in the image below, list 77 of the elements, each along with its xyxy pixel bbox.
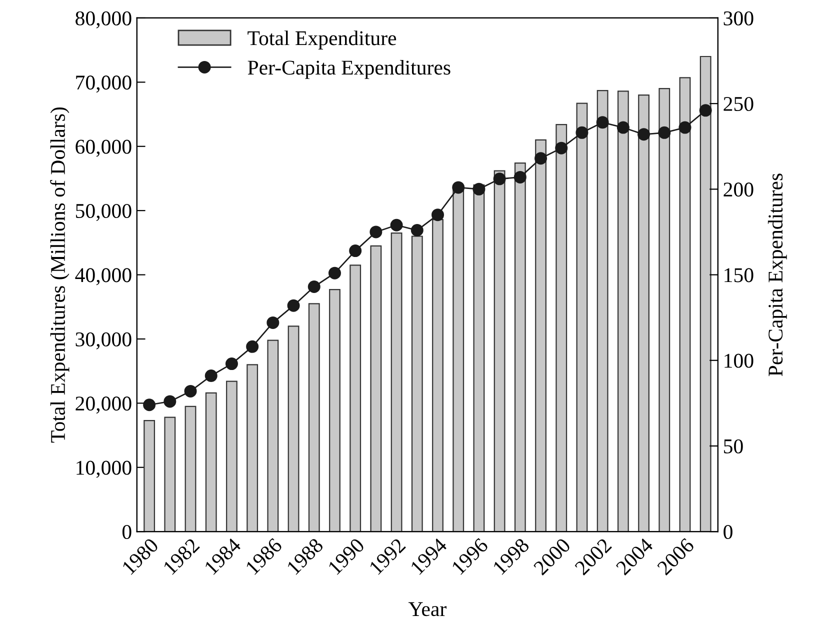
point <box>596 116 609 129</box>
bar <box>452 188 464 532</box>
bar <box>514 162 526 532</box>
bar <box>679 77 691 532</box>
point <box>452 181 465 194</box>
point <box>534 152 548 165</box>
bar <box>556 124 568 532</box>
y2-tick-label: 50 <box>724 439 743 454</box>
y-tick-label: 40,000 <box>75 268 132 286</box>
point <box>246 340 259 353</box>
y-tick-label: 20,000 <box>76 396 132 414</box>
y-tick-label: 30,000 <box>76 332 132 350</box>
y-tick-label: 70,000 <box>76 76 132 93</box>
y-tick-label: 60,000 <box>76 140 132 157</box>
bar <box>596 90 608 532</box>
point <box>699 104 712 117</box>
y2-tick-label: 100 <box>724 354 754 368</box>
point <box>616 121 630 134</box>
point <box>287 299 300 312</box>
y-axis-title: Total Expenditures (Millions of Dollars) <box>50 107 70 443</box>
y2-tick-label: 250 <box>724 96 754 112</box>
point <box>432 208 444 222</box>
y-tick-label: 80,000 <box>76 11 132 28</box>
point <box>266 316 280 329</box>
point <box>204 370 218 382</box>
y-tick-label: 10,000 <box>76 460 132 478</box>
point <box>658 126 671 139</box>
point <box>472 182 486 196</box>
bar <box>267 340 279 532</box>
point <box>143 398 156 412</box>
bar <box>226 380 238 532</box>
y2-tick-label: 0 <box>724 524 732 540</box>
point <box>370 226 382 238</box>
bar <box>288 326 300 532</box>
y-tick-label: 50,000 <box>76 204 132 222</box>
point <box>493 172 506 186</box>
point <box>184 384 197 398</box>
y-tick-label: 0 <box>122 524 132 540</box>
y2-tick-label: 150 <box>724 268 754 282</box>
x-axis-title: Year <box>408 602 446 616</box>
bar <box>638 94 650 532</box>
bar <box>473 184 485 532</box>
bar <box>370 245 382 532</box>
bar <box>390 232 402 532</box>
bar <box>576 102 588 532</box>
bar <box>164 416 176 532</box>
legend-label: Per-Capita Expenditures <box>248 60 450 79</box>
bar <box>494 170 506 532</box>
point <box>164 395 176 408</box>
bar <box>329 288 340 532</box>
y2-tick-label: 300 <box>724 11 754 26</box>
y2-axis-title: Per-Capita Expenditures <box>768 174 787 376</box>
point <box>638 128 650 141</box>
point <box>390 218 403 232</box>
bar <box>184 406 196 532</box>
point <box>349 244 362 258</box>
bar <box>246 364 258 532</box>
legend-label: Total Expenditure <box>248 30 396 50</box>
bar <box>700 56 712 532</box>
bar <box>658 88 670 532</box>
point <box>225 358 238 370</box>
bar <box>535 139 546 532</box>
point <box>328 266 341 280</box>
bar <box>205 392 217 532</box>
bar <box>432 219 444 532</box>
point <box>555 142 568 154</box>
y2-tick-label: 200 <box>724 182 754 197</box>
bar <box>411 236 423 532</box>
point <box>410 224 424 237</box>
bar <box>144 420 156 532</box>
point <box>678 121 692 134</box>
point <box>514 170 526 184</box>
bar <box>617 90 629 532</box>
bar <box>308 303 320 532</box>
bar <box>350 264 362 532</box>
point <box>576 126 588 139</box>
point <box>308 280 320 294</box>
